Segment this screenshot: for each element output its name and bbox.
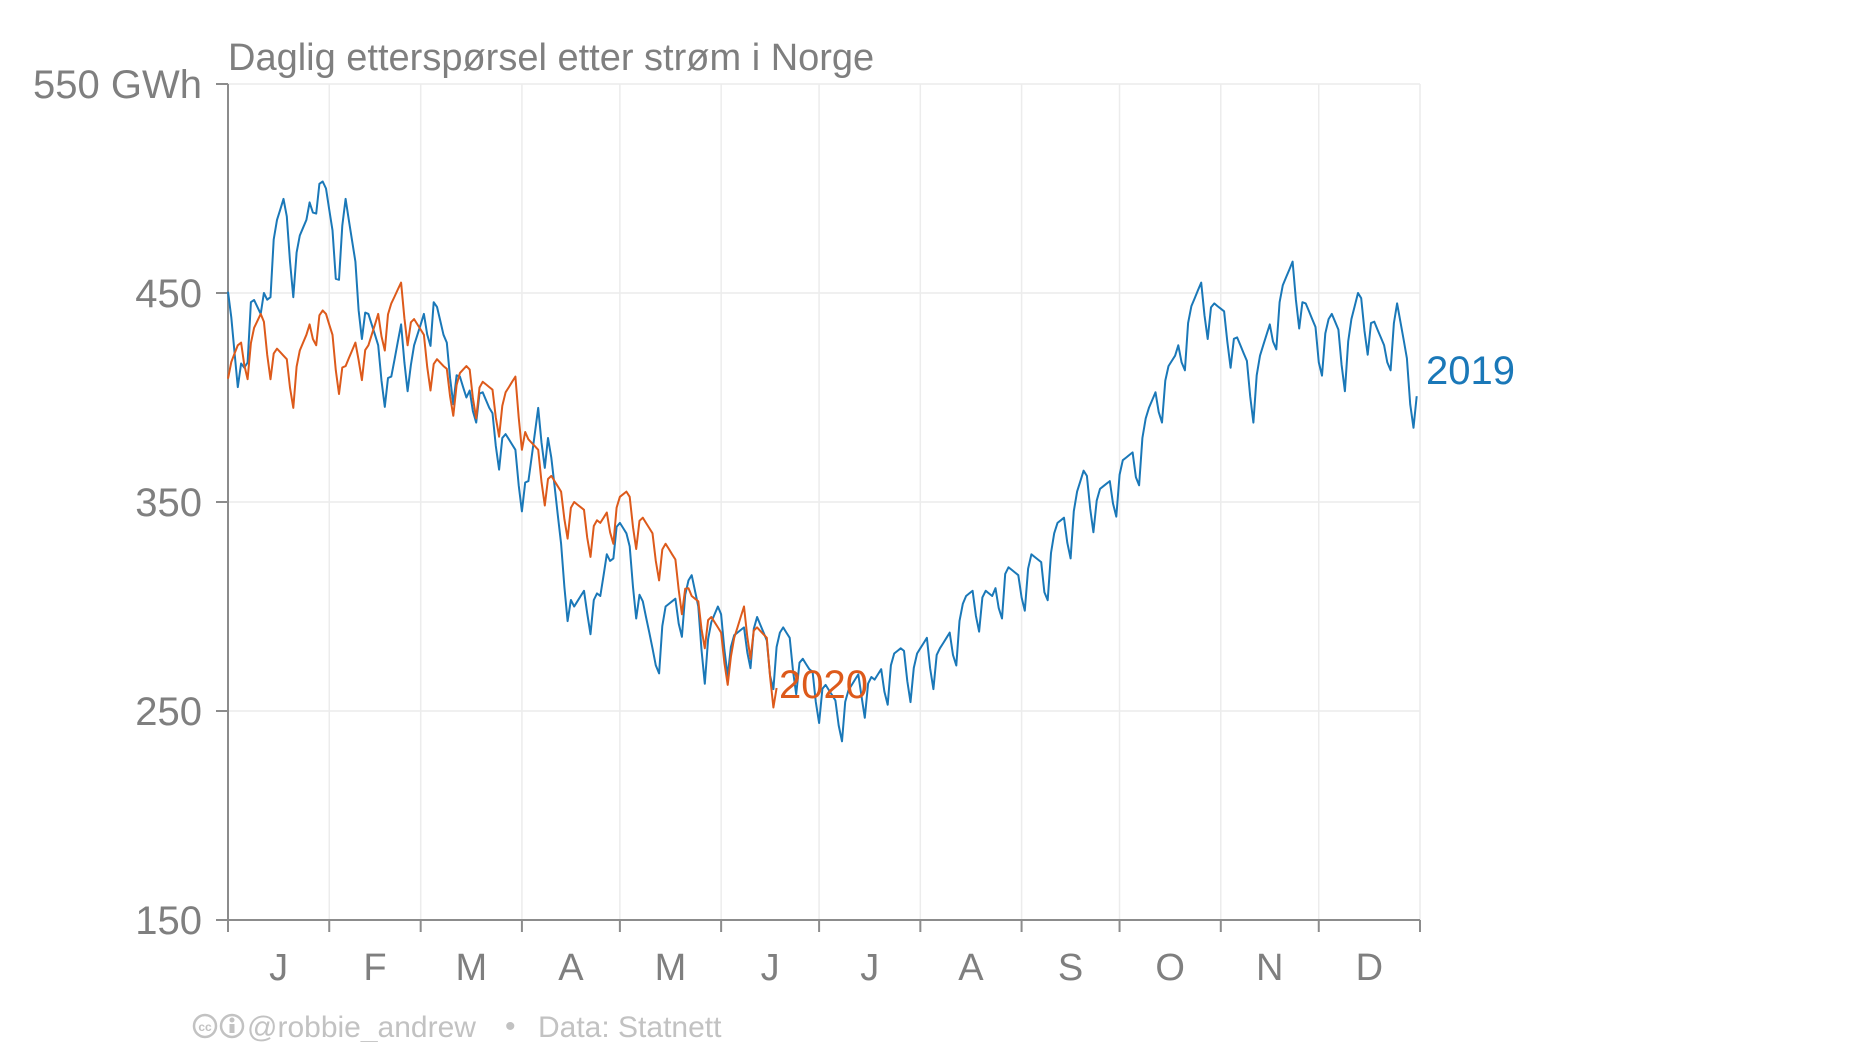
x-tick-label: A xyxy=(558,947,584,989)
credit-source: Data: Statnett xyxy=(538,1011,722,1042)
series-line-2019 xyxy=(227,180,1418,743)
x-tick-label: D xyxy=(1356,947,1383,989)
x-tick-label: M xyxy=(655,947,687,989)
x-tick-label: A xyxy=(958,947,984,989)
x-tick-label: N xyxy=(1256,947,1283,989)
y-tick-label: 250 xyxy=(135,690,202,734)
chart-title: Daglig etterspørsel etter strøm i Norge xyxy=(228,37,874,79)
x-tick-label: F xyxy=(363,947,386,989)
y-tick-label: 450 xyxy=(135,272,202,316)
x-tick-label: M xyxy=(455,947,487,989)
svg-text:cc: cc xyxy=(198,1020,212,1034)
credit-author: @robbie_andrew xyxy=(247,1011,476,1042)
y-tick-labels: 550 GWh 450 350 250 150 xyxy=(33,63,202,943)
series-layer xyxy=(227,180,1418,743)
series-line-2020 xyxy=(227,281,778,709)
series-label-2020: 2020 xyxy=(779,663,868,707)
y-tick-label: 150 xyxy=(135,899,202,943)
x-tick-label: O xyxy=(1155,947,1185,989)
y-tick-label: 550 GWh xyxy=(33,63,202,107)
x-tick-label: S xyxy=(1058,947,1083,989)
x-tick-label: J xyxy=(761,947,780,989)
credit: cc @robbie_andrew • Data: Statnett xyxy=(192,1010,722,1042)
x-tick-label: J xyxy=(860,947,879,989)
creative-commons-icon: cc xyxy=(192,1013,218,1039)
axis-layer xyxy=(216,83,1421,932)
credit-separator: • xyxy=(505,1010,516,1042)
y-tick-label: 350 xyxy=(135,481,202,525)
grid-layer xyxy=(228,83,1421,921)
attribution-icon xyxy=(219,1013,245,1039)
x-tick-label: J xyxy=(269,947,288,989)
series-label-2019: 2019 xyxy=(1426,349,1515,393)
